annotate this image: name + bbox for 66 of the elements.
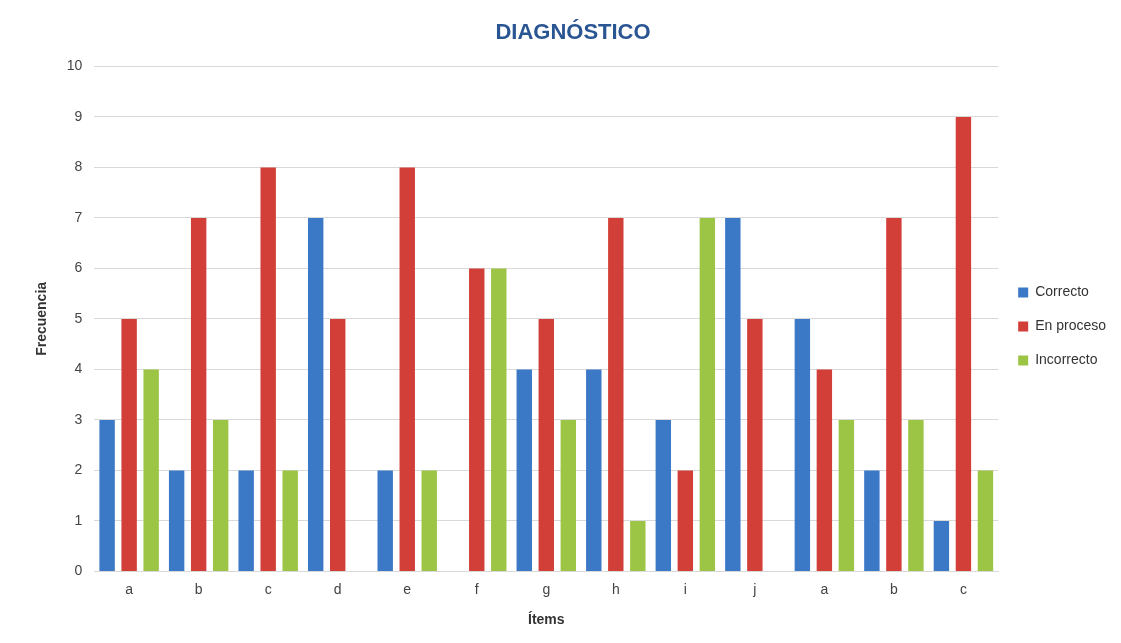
y-tick-label: 5 [74,309,83,326]
bar [399,167,415,571]
y-tick-label: 7 [74,208,83,225]
y-tick-label: 0 [74,562,83,579]
legend-label: Incorrecto [1035,351,1098,368]
x-tick-label: e [403,580,412,597]
bar [491,268,507,571]
x-tick-label: a [125,580,134,597]
legend-label: Correcto [1035,283,1090,300]
bar [469,268,485,571]
y-tick-label: 3 [74,410,83,427]
bar [933,520,950,571]
x-tick-label: g [542,580,551,597]
x-tick-label: f [474,580,479,597]
bar [212,419,229,571]
bar [143,369,159,571]
y-tick-label: 9 [74,107,83,124]
x-tick-label: a [820,580,829,597]
y-axis-title: Frecuencia [33,281,50,356]
x-tick-label: h [611,580,620,597]
bar [630,520,646,571]
bar [121,318,137,571]
bar [677,470,694,571]
chart-title: DIAGNÓSTICO [495,19,651,45]
x-tick-label: c [264,580,272,597]
x-tick-label: d [333,580,342,597]
y-tick-label: 1 [74,511,83,528]
bar [977,470,994,571]
bar [699,217,716,571]
bar [330,318,346,571]
bar [955,116,972,571]
y-tick-label: 2 [74,461,83,478]
bar [864,470,880,571]
x-tick-label: j [752,580,757,597]
x-tick-label: b [194,580,203,597]
bar [99,419,115,571]
bar [794,318,811,571]
x-axis-title: Ítems [527,611,565,628]
bar [282,470,298,571]
bar [747,318,763,571]
bar [886,217,902,571]
x-tick-label: c [959,580,967,597]
y-tick-label: 6 [74,259,83,276]
bar [655,419,672,571]
bar [260,167,276,571]
bar [838,419,855,571]
bar [516,369,532,571]
y-tick-label: 4 [74,360,83,377]
y-tick-label: 8 [74,158,83,175]
bar [560,419,576,571]
bar [908,419,924,571]
y-tick-label: 10 [66,57,83,74]
bar [421,470,437,571]
bar [377,470,393,571]
bar [608,217,624,571]
bar [816,369,833,571]
bar [307,217,324,571]
legend-label: En proceso [1035,317,1107,334]
bar [538,318,554,571]
bar [586,369,602,571]
bar [238,470,254,571]
x-tick-label: b [890,580,898,597]
bar [168,470,185,571]
bar [190,217,207,571]
bar [725,217,741,571]
x-tick-label: i [683,580,687,597]
